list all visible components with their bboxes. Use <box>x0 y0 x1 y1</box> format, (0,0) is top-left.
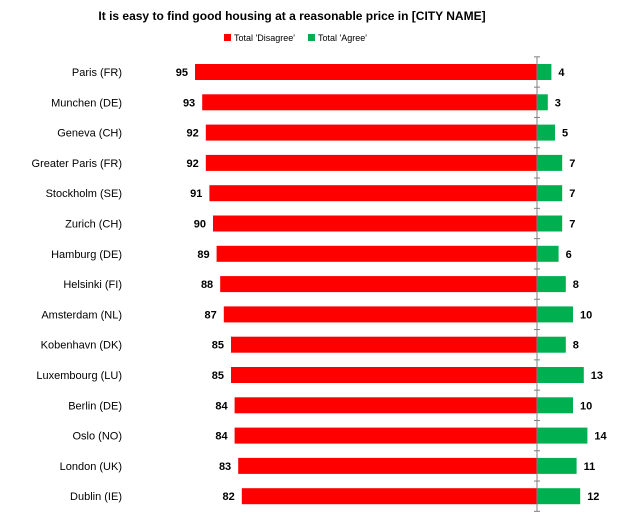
bar-disagree <box>216 245 537 262</box>
bar-disagree <box>231 367 537 383</box>
category-label: Paris (FR) <box>72 67 122 79</box>
category-label: Helsinki (FI) <box>63 279 122 291</box>
chart-title: It is easy to find good housing at a rea… <box>98 9 485 23</box>
value-label-agree: 7 <box>569 188 575 200</box>
value-label-agree: 7 <box>569 158 575 170</box>
bar-disagree <box>205 154 538 171</box>
value-label-agree: 8 <box>573 340 579 352</box>
value-label-disagree: 93 <box>183 97 195 109</box>
value-label-agree: 7 <box>569 219 575 231</box>
bar-agree <box>537 367 584 383</box>
value-label-disagree: 85 <box>212 340 224 352</box>
value-label-disagree: 82 <box>223 491 235 503</box>
legend-label-agree: Total 'Agree' <box>318 33 367 43</box>
category-label: Berlin (DE) <box>68 400 122 412</box>
value-label-agree: 3 <box>555 97 561 109</box>
legend-label-disagree: Total 'Disagree' <box>234 33 295 43</box>
value-label-agree: 10 <box>580 309 592 321</box>
value-label-agree: 6 <box>566 249 572 261</box>
bar-disagree <box>231 336 537 353</box>
bar-agree <box>537 306 573 323</box>
value-label-disagree: 85 <box>212 370 224 382</box>
category-label: Dublin (IE) <box>70 491 122 503</box>
bar-disagree <box>209 185 537 202</box>
value-label-disagree: 92 <box>187 158 199 170</box>
value-label-disagree: 92 <box>187 128 199 140</box>
value-label-disagree: 89 <box>197 249 209 261</box>
value-label-disagree: 95 <box>176 67 188 79</box>
value-label-agree: 11 <box>584 461 596 473</box>
legend-swatch-disagree <box>224 34 231 41</box>
bar-disagree <box>202 94 537 111</box>
value-label-agree: 12 <box>587 491 599 503</box>
bar-agree <box>537 185 563 202</box>
category-label: Hamburg (DE) <box>51 249 122 261</box>
center-axis <box>534 56 540 512</box>
value-label-disagree: 91 <box>190 188 202 200</box>
bar-disagree <box>241 488 538 505</box>
bar-disagree <box>234 427 537 444</box>
bar-disagree <box>205 124 538 141</box>
category-label: Geneva (CH) <box>57 128 122 140</box>
category-label: Oslo (NO) <box>73 431 123 443</box>
bar-agree <box>537 427 588 444</box>
bar-disagree <box>234 397 537 414</box>
category-label: Luxembourg (LU) <box>36 370 122 382</box>
bar-agree <box>537 154 563 171</box>
bar-disagree <box>195 64 537 80</box>
bar-agree <box>537 488 581 505</box>
bar-agree <box>537 276 566 293</box>
value-label-agree: 5 <box>562 128 568 140</box>
bar-disagree <box>220 276 537 293</box>
value-label-disagree: 84 <box>215 431 228 443</box>
category-label: Greater Paris (FR) <box>32 158 122 170</box>
bar-agree <box>537 124 555 141</box>
category-label: Munchen (DE) <box>51 97 122 109</box>
value-label-disagree: 88 <box>201 279 213 291</box>
bar-agree <box>537 64 552 80</box>
bar-agree <box>537 94 548 111</box>
labels: Paris (FR) 95 4 Munchen (DE) 93 3 Geneva (CH) 9… <box>32 67 608 503</box>
bar-agree <box>537 457 577 474</box>
bar-agree <box>537 397 573 414</box>
bar-disagree <box>223 306 538 323</box>
bars <box>195 64 588 505</box>
bar-disagree <box>213 215 537 232</box>
bar-agree <box>537 215 563 232</box>
category-label: London (UK) <box>60 461 122 473</box>
value-label-disagree: 84 <box>215 400 228 412</box>
legend-swatch-agree <box>308 34 315 41</box>
value-label-disagree: 83 <box>219 461 231 473</box>
value-label-disagree: 90 <box>194 219 206 231</box>
value-label-agree: 14 <box>594 431 607 443</box>
bar-agree <box>537 336 566 353</box>
bar-agree <box>537 245 559 262</box>
value-label-agree: 8 <box>573 279 579 291</box>
category-label: Zurich (CH) <box>65 219 122 231</box>
value-label-agree: 13 <box>591 370 603 382</box>
legend: Total 'Disagree' Total 'Agree' <box>224 33 367 43</box>
value-label-agree: 10 <box>580 400 592 412</box>
category-label: Kobenhavn (DK) <box>41 340 122 352</box>
category-label: Amsterdam (NL) <box>41 309 122 321</box>
value-label-disagree: 87 <box>205 309 217 321</box>
value-label-agree: 4 <box>558 67 565 79</box>
category-label: Stockholm (SE) <box>46 188 122 200</box>
bar-disagree <box>238 457 537 474</box>
